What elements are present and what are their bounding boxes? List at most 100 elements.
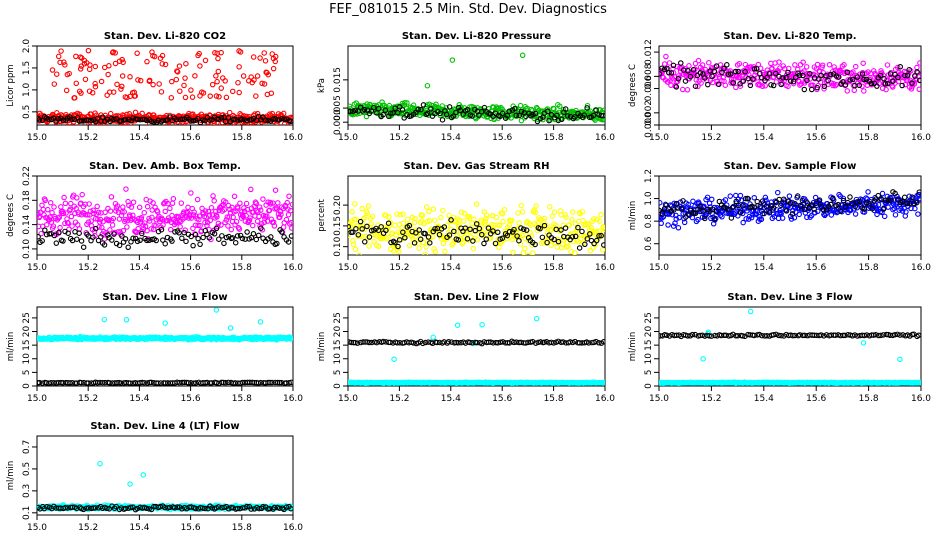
data-point-secondary — [874, 83, 880, 89]
data-point-primary — [266, 207, 273, 214]
data-point-secondary — [39, 238, 45, 244]
data-point-secondary — [814, 84, 820, 91]
data-point-primary — [588, 225, 595, 231]
data-point-primary — [287, 207, 293, 214]
data-point-secondary — [348, 339, 355, 346]
y-tick-label: 0.5 — [22, 105, 32, 119]
data-point-primary — [177, 88, 183, 94]
x-tick-label: 15.0 — [27, 263, 47, 273]
y-tick-label: 10 — [333, 353, 343, 365]
data-point-secondary — [909, 80, 915, 86]
data-point-primary — [216, 207, 222, 214]
data-point-secondary — [499, 110, 506, 117]
plot-frame — [658, 306, 922, 387]
data-point-primary — [222, 199, 229, 205]
data-point-primary — [51, 81, 58, 87]
data-point-primary — [223, 94, 230, 101]
y-tick-label: 5 — [333, 370, 343, 376]
data-point-primary — [137, 77, 144, 84]
data-point-primary — [128, 217, 134, 223]
data-point-secondary — [687, 73, 694, 80]
data-point-primary — [871, 68, 877, 74]
y-tick-label: 15 — [22, 339, 32, 350]
x-tick-label: 15.6 — [806, 263, 826, 273]
data-point-primary — [891, 205, 898, 212]
data-point-secondary — [361, 106, 368, 113]
data-point-primary — [557, 103, 563, 109]
x-tick-label: 15.2 — [389, 394, 409, 404]
data-point-primary — [580, 217, 586, 224]
data-point-primary — [366, 243, 372, 249]
data-point-primary — [77, 54, 84, 60]
data-point-primary — [673, 216, 679, 222]
data-point-primary — [453, 229, 460, 235]
data-point-primary — [86, 66, 93, 73]
data-point-secondary — [600, 112, 605, 119]
data-point-primary — [722, 82, 729, 88]
data-point-primary — [897, 356, 903, 363]
data-point-secondary — [804, 77, 810, 84]
data-point-secondary — [276, 379, 283, 386]
data-point-primary — [569, 217, 575, 223]
data-point-secondary — [260, 114, 266, 121]
data-point-secondary — [854, 333, 861, 339]
data-point-primary — [64, 71, 71, 78]
data-point-primary — [569, 209, 576, 215]
data-point-secondary — [840, 197, 847, 204]
data-point-secondary — [495, 339, 501, 346]
x-tick-label: 15.2 — [78, 263, 98, 273]
data-point-secondary — [394, 340, 401, 346]
data-point-primary — [194, 196, 201, 203]
data-point-secondary — [780, 75, 786, 81]
data-point-secondary — [585, 340, 592, 346]
data-point-primary — [353, 216, 359, 223]
data-point-secondary — [539, 234, 546, 241]
data-point-primary — [438, 214, 444, 221]
data-point-secondary — [796, 72, 803, 79]
data-point-secondary — [785, 69, 791, 76]
data-point-secondary — [455, 237, 461, 243]
data-point-primary — [819, 62, 826, 68]
data-point-secondary — [239, 379, 246, 386]
data-point-secondary — [773, 331, 779, 338]
series-layer — [659, 53, 921, 94]
data-point-primary — [196, 50, 202, 57]
data-point-primary — [803, 64, 810, 70]
data-point-secondary — [837, 208, 844, 214]
data-point-primary — [167, 226, 174, 233]
data-point-secondary — [55, 116, 61, 122]
data-point-primary — [460, 239, 466, 245]
x-tick-label: 15.2 — [389, 263, 409, 273]
y-tick-label: 0.14 — [22, 214, 32, 234]
x-tick-label: 15.6 — [181, 263, 201, 273]
data-point-primary — [917, 379, 921, 386]
data-point-secondary — [348, 223, 352, 230]
data-point-secondary — [790, 78, 797, 85]
data-point-primary — [141, 209, 147, 216]
x-tick-label: 15.0 — [649, 263, 669, 273]
data-point-secondary — [183, 238, 189, 245]
x-tick-label: 15.2 — [701, 263, 721, 273]
data-point-primary — [269, 51, 275, 57]
data-point-primary — [596, 218, 603, 224]
y-axis-label: kPa — [317, 78, 327, 93]
data-point-secondary — [901, 194, 908, 201]
data-point-secondary — [811, 206, 817, 212]
data-point-primary — [112, 50, 118, 56]
data-point-primary — [851, 87, 858, 94]
data-point-primary — [841, 62, 847, 68]
data-point-primary — [276, 214, 283, 221]
data-point-primary — [130, 199, 137, 205]
data-point-primary — [257, 319, 264, 325]
data-point-primary — [394, 211, 400, 217]
x-tick-label: 15.8 — [232, 133, 252, 143]
data-point-primary — [663, 53, 669, 60]
data-point-secondary — [706, 333, 712, 339]
data-point-secondary — [721, 65, 727, 72]
data-point-primary — [411, 219, 418, 226]
data-point-secondary — [69, 116, 75, 122]
data-point-primary — [493, 214, 500, 221]
data-point-primary — [481, 209, 487, 215]
data-point-primary — [501, 207, 508, 213]
data-point-primary — [207, 217, 214, 224]
